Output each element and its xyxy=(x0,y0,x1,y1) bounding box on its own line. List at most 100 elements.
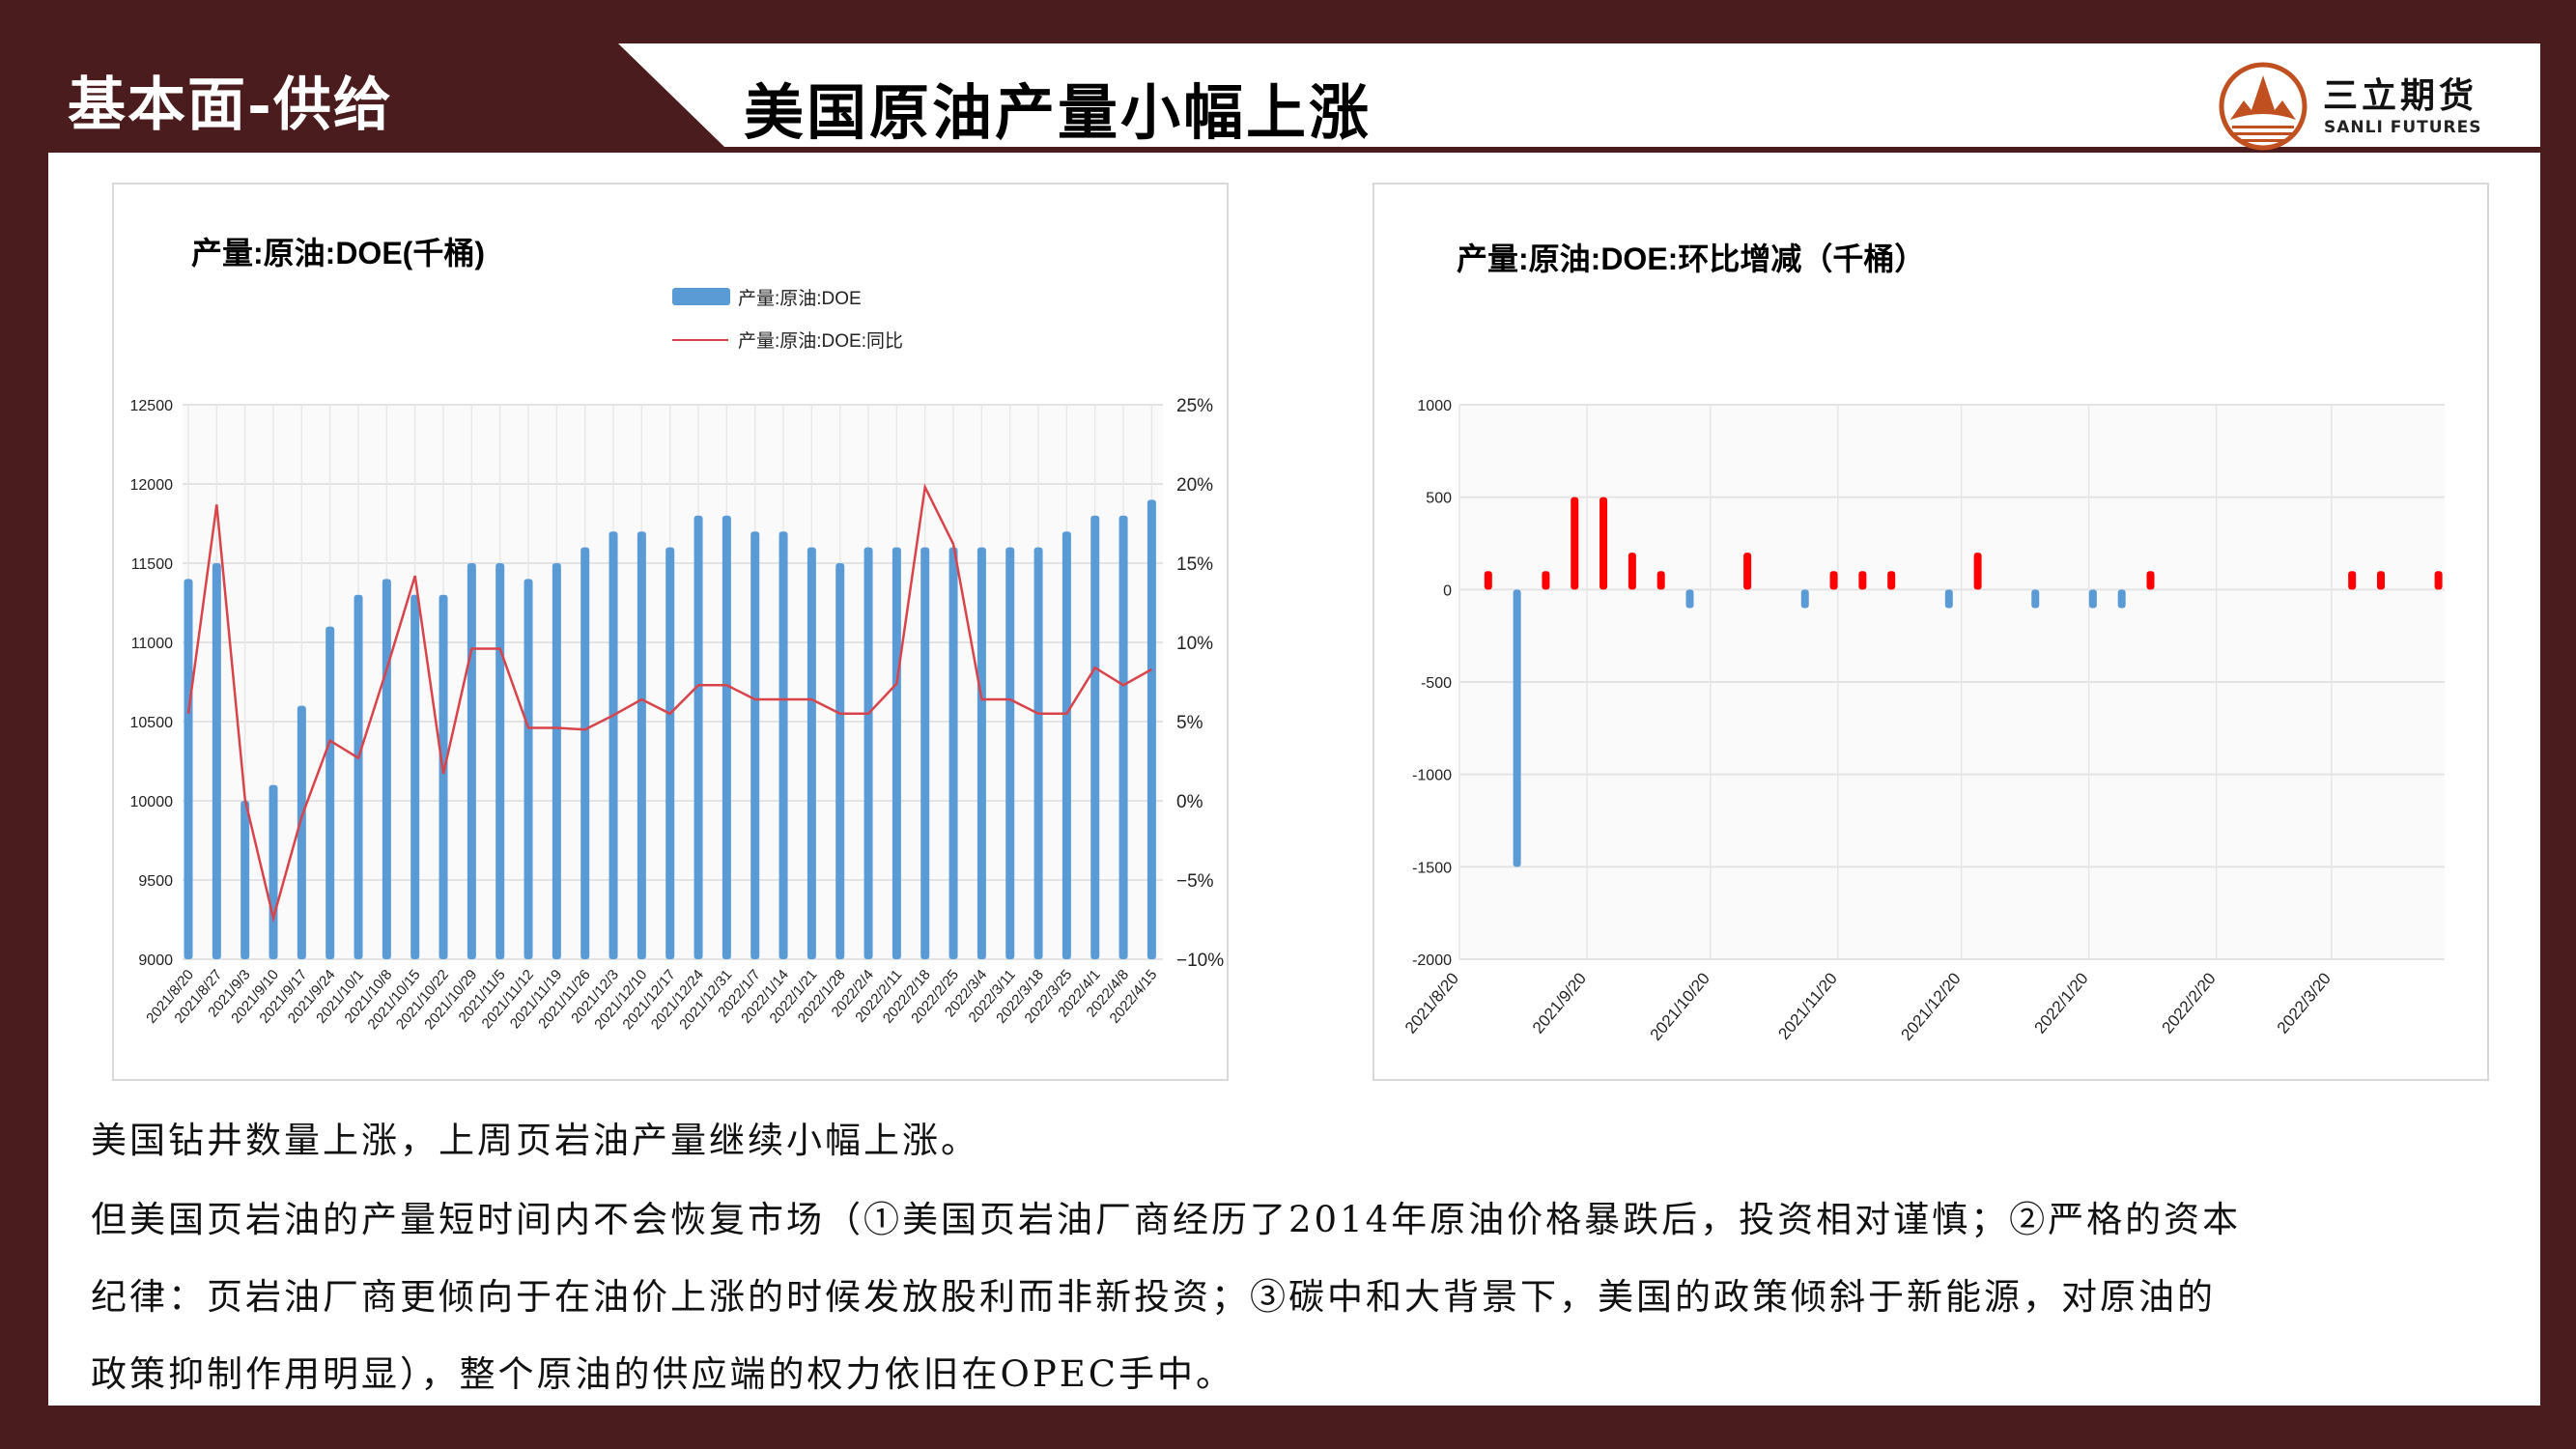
bar xyxy=(807,547,816,959)
y-tick-label: -1000 xyxy=(1412,768,1452,784)
bar xyxy=(694,515,703,959)
x-tick-label: 2021/10/20 xyxy=(1647,969,1713,1043)
legend-label: 产量:原油:DOE xyxy=(738,288,862,309)
bar xyxy=(495,563,505,959)
bar xyxy=(892,547,901,959)
bar xyxy=(326,626,335,959)
y-tick-label: 10500 xyxy=(130,715,174,731)
y2-tick-label: 10% xyxy=(1176,634,1213,654)
y-tick-label: 500 xyxy=(1426,491,1452,507)
y-tick-label: 10000 xyxy=(130,794,174,810)
x-tick-label: 2022/3/20 xyxy=(2274,969,2335,1037)
logo-text-cn: 三立期货 xyxy=(2323,76,2478,116)
bar-increase xyxy=(2348,571,2357,590)
bar xyxy=(1118,515,1128,959)
x-tick-label: 2021/8/20 xyxy=(1401,969,1462,1037)
bar-decrease xyxy=(2088,589,2097,609)
bar xyxy=(665,547,675,959)
bar xyxy=(835,563,845,959)
bar-increase xyxy=(2434,571,2443,590)
bar xyxy=(297,705,306,959)
bar xyxy=(1090,515,1100,959)
bar xyxy=(524,579,533,959)
title-band xyxy=(618,43,2540,147)
paragraph-line-2: 但美国页岩油的产量短时间内不会恢复市场（①美国页岩油厂商经历了2014年原油价格… xyxy=(91,1199,2242,1240)
bar xyxy=(609,531,618,959)
y-tick-label: 9000 xyxy=(138,952,173,969)
yoy-line xyxy=(186,483,1153,923)
sanli-logo-icon xyxy=(2219,62,2307,151)
y-tick-label: 1000 xyxy=(1417,398,1452,414)
bar xyxy=(750,531,760,959)
y-tick-label: 11000 xyxy=(131,636,173,652)
section-label: 基本面-供给 xyxy=(68,71,393,139)
bar-decrease xyxy=(2117,589,2126,609)
bar-increase xyxy=(1887,571,1896,590)
bar xyxy=(920,547,930,959)
bar xyxy=(382,579,391,959)
bar-increase xyxy=(1743,553,1752,590)
bar xyxy=(637,531,646,959)
paragraph-line-3: 纪律：页岩油厂商更倾向于在油价上涨的时候发放股利而非新投资；③碳中和大背景下，美… xyxy=(91,1276,2216,1318)
y2-tick-label: −5% xyxy=(1176,871,1214,892)
y-tick-label: 12000 xyxy=(130,477,174,494)
y-tick-label: -1500 xyxy=(1412,860,1452,876)
bar xyxy=(1033,547,1043,959)
x-tick-label: 2021/9/20 xyxy=(1529,969,1590,1037)
bar-decrease xyxy=(1944,589,1953,609)
bar xyxy=(269,784,278,959)
bar xyxy=(439,594,448,959)
bar-increase xyxy=(1829,571,1838,590)
x-tick-label: 2022/2/20 xyxy=(2159,969,2220,1037)
x-tick-label: 2022/1/20 xyxy=(2030,969,2091,1037)
bar xyxy=(778,531,788,959)
y-tick-label: 11500 xyxy=(131,556,173,573)
bar-decrease xyxy=(1685,589,1694,609)
bar xyxy=(977,547,986,959)
bar xyxy=(1146,499,1156,959)
production-chart: 产量:原油:DOE(千桶) 产量:原油:DOE 产量:原油:DOE:同比 12500 2… xyxy=(112,183,1229,1081)
y2-tick-label: 0% xyxy=(1176,792,1203,812)
y2-tick-label: −10% xyxy=(1176,951,1224,971)
bar xyxy=(212,563,221,959)
bar xyxy=(467,563,476,959)
chart-title: 产量:原油:DOE:环比增减（千桶） xyxy=(1457,242,1925,276)
y-tick-label: -2000 xyxy=(1412,952,1452,969)
y2-tick-label: 5% xyxy=(1176,713,1203,733)
y-tick-label: 9500 xyxy=(138,873,173,890)
bar-increase xyxy=(1973,553,1982,590)
bar-increase xyxy=(2376,571,2385,590)
bar xyxy=(948,547,958,959)
bar xyxy=(410,594,420,959)
bar-increase xyxy=(1656,571,1665,590)
bar-increase xyxy=(1628,553,1636,590)
bar xyxy=(241,801,250,959)
bar-decrease xyxy=(1800,589,1809,609)
bar xyxy=(863,547,873,959)
bar-increase xyxy=(1858,571,1867,590)
bar xyxy=(552,563,561,959)
bar xyxy=(1062,531,1071,959)
bar xyxy=(580,547,590,959)
bar-increase xyxy=(1484,571,1492,590)
bar-increase xyxy=(1599,497,1608,590)
chart-title: 产量:原油:DOE(千桶) xyxy=(191,236,485,270)
y-tick-label: 12500 xyxy=(130,398,174,414)
bar xyxy=(722,515,731,959)
bar-decrease xyxy=(2031,589,2040,609)
bar-increase xyxy=(1571,497,1579,590)
legend-label: 产量:原油:DOE:同比 xyxy=(738,330,903,352)
y-tick-label: -500 xyxy=(1421,675,1452,692)
x-tick-label: 2021/11/20 xyxy=(1774,969,1840,1042)
y2-tick-label: 20% xyxy=(1176,475,1213,496)
paragraph-line-1: 美国钻井数量上涨，上周页岩油产量继续小幅上涨。 xyxy=(91,1120,979,1161)
x-tick-label: 2021/12/20 xyxy=(1897,969,1964,1043)
legend-bar-swatch xyxy=(672,288,730,305)
weekly-change-chart: 产量:原油:DOE:环比增减（千桶） 1000 500 0 -500 -1000 -1500… xyxy=(1373,183,2489,1081)
bar-increase xyxy=(1542,571,1550,590)
bar xyxy=(1005,547,1015,959)
bar xyxy=(184,579,193,959)
y2-tick-label: 15% xyxy=(1176,554,1213,575)
y-tick-label: 0 xyxy=(1443,582,1452,599)
bar-decrease xyxy=(1513,589,1521,867)
